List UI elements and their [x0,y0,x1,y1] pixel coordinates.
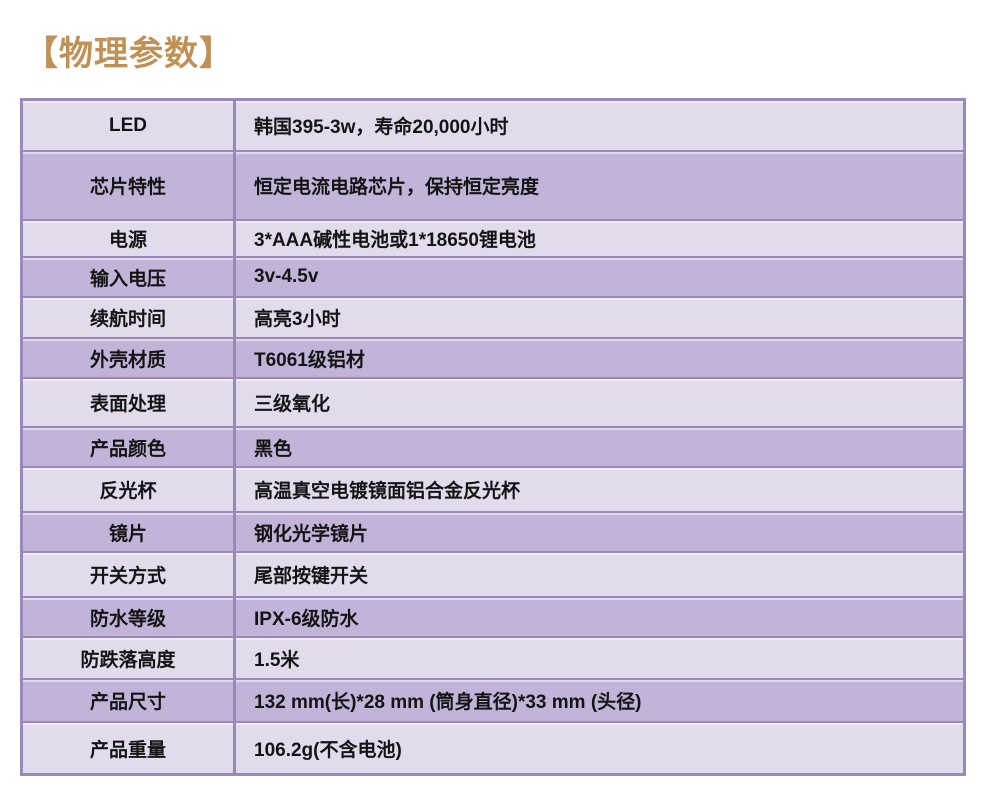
table-row: LED 韩国395-3w，寿命20,000小时 [23,101,963,150]
row-value: 钢化光学镜片 [254,523,369,545]
row-value: 黑色 [254,438,293,460]
row-label: 防跌落高度 [23,638,236,678]
row-label: 防水等级 [23,598,236,636]
table-row: 电源 3*AAA碱性电池或1*18650锂电池 [23,219,963,256]
row-label: 产品颜色 [23,428,236,466]
row-value: 恒定电流电路芯片，保持恒定亮度 [254,177,540,198]
row-label: 产品重量 [23,723,236,773]
page-title: 【物理参数】 [24,35,234,73]
row-label: 产品尺寸 [23,680,236,721]
row-label: 表面处理 [23,379,236,426]
row-value: 高温真空电镀镜面铝合金反光杯 [254,481,521,502]
row-value: 三级氧化 [254,394,331,415]
row-label: 输入电压 [23,258,236,296]
table-row: 产品颜色 黑色 [23,426,963,466]
row-value: 1.5米 [254,649,300,671]
row-value: 132 mm(长)*28 mm (筒身直径)*33 mm (头径) [254,692,642,713]
table-row: 续航时间 高亮3小时 [23,296,963,337]
row-label: 电源 [23,221,236,256]
row-value: 尾部按键开关 [254,566,369,587]
table-row: 防跌落高度 1.5米 [23,636,963,678]
row-label: 续航时间 [23,298,236,337]
table-row: 外壳材质 T6061级铝材 [23,337,963,377]
row-label: 反光杯 [23,468,236,511]
row-label: LED [23,101,236,150]
row-value: 高亮3小时 [254,309,341,330]
row-label: 外壳材质 [23,339,236,377]
row-label: 芯片特性 [23,152,236,219]
row-value: 韩国395-3w，寿命20,000小时 [254,117,509,138]
table-row: 开关方式 尾部按键开关 [23,551,963,596]
row-value: 3v-4.5v [254,266,319,287]
table-row: 表面处理 三级氧化 [23,377,963,426]
row-label: 镜片 [23,513,236,551]
table-row: 芯片特性 恒定电流电路芯片，保持恒定亮度 [23,150,963,219]
row-value: IPX-6级防水 [254,608,359,630]
row-label: 开关方式 [23,553,236,596]
table-row: 产品重量 106.2g(不含电池) [23,721,963,773]
table-row: 产品尺寸 132 mm(长)*28 mm (筒身直径)*33 mm (头径) [23,678,963,721]
table-row: 镜片 钢化光学镜片 [23,511,963,551]
table-row: 防水等级 IPX-6级防水 [23,596,963,636]
row-value: 106.2g(不含电池) [254,739,402,761]
row-value: T6061级铝材 [254,349,365,371]
physical-parameters-table: LED 韩国395-3w，寿命20,000小时 芯片特性 恒定电流电路芯片，保持… [20,98,966,776]
table-row: 反光杯 高温真空电镀镜面铝合金反光杯 [23,466,963,511]
table-row: 输入电压 3v-4.5v [23,256,963,296]
row-value: 3*AAA碱性电池或1*18650锂电池 [254,230,536,251]
